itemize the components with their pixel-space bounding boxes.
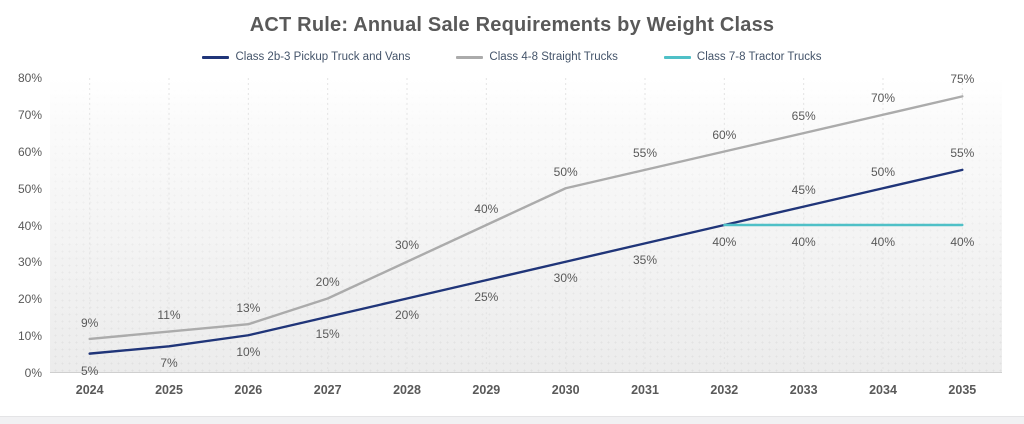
legend-item: Class 4-8 Straight Trucks	[456, 51, 618, 63]
data-label: 65%	[791, 109, 816, 124]
data-label: 40%	[950, 234, 975, 249]
data-label: 9%	[80, 315, 99, 330]
x-tick-label: 2024	[75, 383, 104, 397]
data-label: 15%	[315, 326, 340, 341]
legend-label: Class 4-8 Straight Trucks	[489, 51, 618, 63]
x-tick-label: 2027	[313, 383, 342, 397]
data-label: 20%	[394, 308, 420, 323]
data-label: 7%	[160, 356, 178, 371]
x-tick-label: 2033	[789, 383, 818, 397]
data-label: 11%	[157, 308, 181, 323]
x-tick-label: 2026	[234, 383, 263, 397]
data-label: 40%	[870, 234, 896, 249]
data-label: 55%	[950, 146, 975, 161]
x-tick-label: 2032	[710, 383, 739, 397]
legend-item: Class 2b-3 Pickup Truck and Vans	[202, 51, 410, 63]
data-label: 5%	[80, 363, 99, 378]
x-tick-label: 2034	[869, 383, 897, 397]
y-tick-label: 70%	[17, 107, 42, 122]
legend-swatch-line	[663, 55, 691, 59]
data-label: 50%	[553, 164, 578, 179]
y-tick-label: 30%	[17, 255, 42, 270]
data-label: 75%	[950, 72, 975, 87]
y-tick-label: 0%	[24, 366, 42, 380]
chart-title: ACT Rule: Annual Sale Requirements by We…	[249, 14, 775, 36]
data-label: 40%	[712, 234, 737, 249]
x-tick-label: 2025	[155, 383, 183, 397]
data-label: 35%	[632, 252, 658, 267]
data-label: 30%	[553, 271, 578, 286]
series-line	[88, 168, 964, 355]
data-label: 45%	[791, 183, 816, 198]
data-label: 10%	[236, 345, 261, 360]
x-tick-label: 2030	[551, 383, 580, 397]
legend-label: Class 7-8 Tractor Trucks	[696, 51, 822, 63]
y-tick-label: 50%	[17, 181, 42, 196]
data-label: 30%	[394, 238, 420, 253]
series-line	[88, 95, 964, 341]
data-label: 40%	[474, 201, 499, 216]
data-label: 40%	[791, 234, 816, 249]
y-tick-label: 10%	[17, 329, 42, 344]
footer-strip	[0, 416, 1024, 424]
data-label: 50%	[870, 164, 896, 179]
data-label: 70%	[870, 90, 896, 105]
y-tick-label: 80%	[17, 71, 42, 85]
legend-swatch-line	[456, 55, 484, 59]
data-label: 13%	[236, 301, 261, 316]
legend-label: Class 2b-3 Pickup Truck and Vans	[235, 51, 411, 63]
x-tick-label: 2035	[948, 383, 977, 397]
data-label: 60%	[712, 127, 737, 142]
plot-canvas	[88, 78, 964, 372]
data-label: 25%	[474, 289, 499, 304]
data-label: 20%	[315, 275, 340, 290]
x-tick-label: 2031	[631, 383, 659, 397]
x-tick-label: 2029	[472, 383, 501, 397]
data-label: 55%	[632, 146, 658, 161]
y-tick-label: 40%	[17, 218, 42, 233]
y-tick-label: 20%	[17, 292, 42, 307]
x-tick-label: 2028	[393, 383, 421, 397]
plot-area: 5% 7% 10% 15% 20% 25% 30% 35% 45% 50% 55% 9% 11% 13% 2…	[50, 73, 1002, 377]
chart-legend: Class 2b-3 Pickup Truck and Vans Class 4-…	[0, 51, 1024, 63]
legend-item: Class 7-8 Tractor Trucks	[663, 51, 822, 63]
y-tick-label: 60%	[17, 144, 42, 159]
legend-swatch-line	[202, 55, 230, 59]
